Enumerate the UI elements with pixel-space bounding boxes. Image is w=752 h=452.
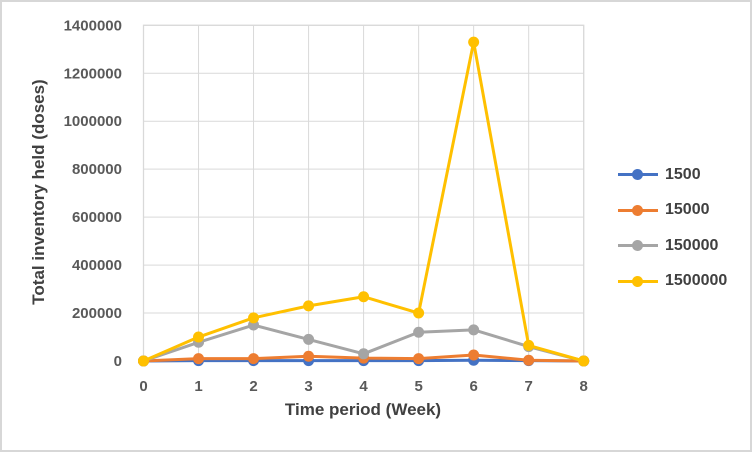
y-tick-label: 0 <box>114 353 122 370</box>
x-tick-label: 0 <box>139 378 147 395</box>
legend-item-1500[interactable]: 1500 <box>618 157 727 193</box>
data-point-150000-week-4 <box>358 348 370 360</box>
data-point-15000-week-5 <box>413 353 425 365</box>
data-point-1500000-week-0 <box>138 355 149 367</box>
legend-marker-icon <box>618 169 658 181</box>
y-tick-label: 200000 <box>72 305 122 322</box>
y-tick-label: 1400000 <box>64 17 122 34</box>
y-tick-label: 1000000 <box>64 113 122 130</box>
legend-item-1500000[interactable]: 1500000 <box>618 264 727 300</box>
y-tick-label: 1200000 <box>64 65 122 82</box>
x-tick-label: 2 <box>249 378 257 395</box>
data-point-150000-week-6 <box>468 324 480 336</box>
data-point-1500000-week-3 <box>303 300 315 312</box>
x-tick-label: 6 <box>469 378 477 395</box>
y-axis-title: Total inventory held (doses) <box>29 79 48 305</box>
x-tick-label: 5 <box>414 378 422 395</box>
data-point-15000-week-2 <box>248 353 260 365</box>
data-point-15000-week-1 <box>193 353 205 365</box>
legend-item-15000[interactable]: 15000 <box>618 193 727 229</box>
data-point-1500000-week-7 <box>523 339 535 351</box>
legend-marker-icon <box>618 240 658 252</box>
legend-label: 1500 <box>665 165 701 183</box>
data-point-1500000-week-6 <box>468 36 480 48</box>
y-tick-label: 400000 <box>72 257 122 274</box>
legend-item-150000[interactable]: 150000 <box>618 228 727 264</box>
data-point-15000-week-3 <box>303 350 315 362</box>
y-tick-label: 600000 <box>72 209 122 226</box>
data-point-1500000-week-8 <box>578 355 590 367</box>
data-point-1500000-week-5 <box>413 307 425 319</box>
data-point-1500000-week-2 <box>248 312 260 324</box>
data-point-150000-week-3 <box>303 333 315 345</box>
legend: 1500 15000 150000 1500000 <box>618 157 727 299</box>
x-tick-label: 1 <box>194 378 202 395</box>
data-point-150000-week-5 <box>413 326 425 338</box>
x-tick-label: 8 <box>580 378 588 395</box>
y-tick-label: 800000 <box>72 161 122 178</box>
data-point-15000-week-6 <box>468 349 480 361</box>
x-axis-title: Time period (Week) <box>284 400 442 419</box>
legend-marker-icon <box>618 204 658 216</box>
legend-label: 150000 <box>665 236 719 254</box>
legend-marker-icon <box>618 275 658 287</box>
x-tick-label: 4 <box>359 378 368 395</box>
data-point-1500000-week-1 <box>193 331 205 343</box>
legend-label: 1500000 <box>665 272 728 290</box>
x-tick-label: 7 <box>525 378 533 395</box>
legend-label: 15000 <box>665 201 710 219</box>
x-tick-label: 3 <box>304 378 312 395</box>
data-point-15000-week-7 <box>523 354 535 366</box>
data-point-1500000-week-4 <box>358 291 370 303</box>
